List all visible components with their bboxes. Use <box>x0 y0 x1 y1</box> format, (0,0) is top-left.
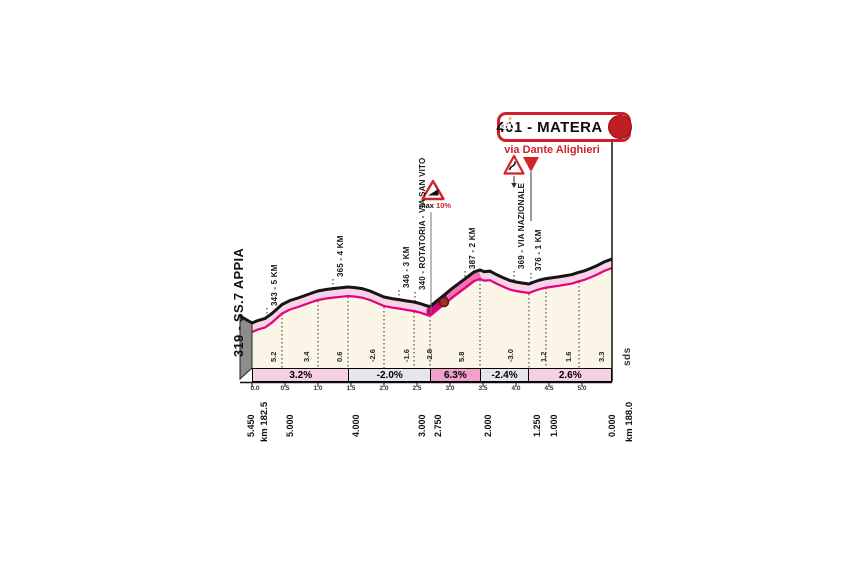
axis-tick-label: 1.0 <box>313 385 323 392</box>
grid-dotted-lines <box>281 280 580 368</box>
axis-tick-label: 0.5 <box>280 385 290 392</box>
segment-gradient-value: 1.6 <box>564 351 573 362</box>
curve-warning-icon <box>503 154 525 175</box>
segment-gradient-value: -2.6 <box>368 349 377 362</box>
segment-gradient-value: 5.2 <box>269 351 278 362</box>
x-axis <box>240 381 612 387</box>
max-gradient-prefix: max <box>418 201 434 210</box>
axis-tick-label: 2.5 <box>412 385 422 392</box>
gradient-band-row: 3.2% -2.0% 6.3% -2.4% 2.6% <box>252 368 612 382</box>
start-block-edge <box>239 314 254 325</box>
segment-gradient-value: -2.8 <box>425 349 434 362</box>
waypoint-label-3km: 346 - 3 KM <box>402 246 411 288</box>
distance-mark-label: 3.000 <box>417 414 427 437</box>
segment-gradient-value: 5.8 <box>457 351 466 362</box>
segment-gradient-value: 1.2 <box>539 351 548 362</box>
segment-gradient-value: -3.0 <box>506 349 515 362</box>
axis-tick-label: 0.0 <box>250 385 260 392</box>
axis-tick-label: 4.5 <box>544 385 554 392</box>
one-km-flag-icon <box>523 157 539 172</box>
finish-banner-label: 401 - MATERA <box>496 118 603 136</box>
gradient-band: 3.2% <box>253 369 349 381</box>
distance-mark-label: 1.250 <box>532 414 542 437</box>
gradient-band: -2.4% <box>479 369 529 381</box>
start-distance-label: 5.450 <box>246 414 256 437</box>
max-gradient-label: max 10% <box>413 201 457 210</box>
segment-gradient-value: 3.3 <box>597 351 606 362</box>
climb-marker-dot <box>438 296 450 308</box>
max-gradient-warning-icon <box>421 179 445 201</box>
waypoint-label-rotatoria: 340 - ROTATORIA - VIA SAN VITO <box>418 157 427 290</box>
waypoint-label-via-nazionale: 369 - VIA NAZIONALE <box>517 182 526 269</box>
distance-mark-label: 2.000 <box>483 414 493 437</box>
waypoint-label-2km: 387 - 2 KM <box>468 227 477 269</box>
start-route-km-label: km 182.5 <box>259 401 270 442</box>
finish-street-label: via Dante Alighieri <box>504 144 600 156</box>
finish-banner: 401 - MATERA <box>496 112 632 142</box>
segment-gradient-value: 3.4 <box>302 351 311 362</box>
curve-warning-pointer-arrow <box>511 183 517 188</box>
waypoint-leader-dots <box>266 271 532 317</box>
distance-mark-label: 5.000 <box>285 414 295 437</box>
gradient-band: -2.0% <box>348 369 430 381</box>
finish-distance-label: 0.000 <box>607 414 617 437</box>
gradient-band: 2.6% <box>528 369 611 381</box>
start-road-label: 319 - SS.7 APPIA <box>231 247 246 357</box>
sds-logo: sds <box>622 347 633 366</box>
waypoint-label-1km: 376 - 1 KM <box>534 229 543 271</box>
axis-tick-label: 1.5 <box>346 385 356 392</box>
waypoint-label-4km: 365 - 4 KM <box>336 235 345 277</box>
distance-mark-label: 2.750 <box>433 414 443 437</box>
gradient-band: 6.3% <box>430 369 480 381</box>
cyclist-icon <box>501 115 632 139</box>
segment-gradient-value: -1.6 <box>402 349 411 362</box>
axis-tick-label: 3.0 <box>445 385 455 392</box>
waypoint-label-5km: 343 - 5 KM <box>270 264 279 306</box>
max-gradient-value: 10% <box>436 201 452 210</box>
axis-tick-label: 4.0 <box>511 385 521 392</box>
axis-tick-label: 3.5 <box>478 385 488 392</box>
segment-gradient-value: 0.6 <box>335 351 344 362</box>
distance-mark-label: 1.000 <box>549 414 559 437</box>
axis-tick-label: 2.0 <box>379 385 389 392</box>
finish-route-km-label: km 188.0 <box>624 401 635 442</box>
axis-tick-label: 5.0 <box>577 385 587 392</box>
distance-mark-label: 4.000 <box>351 414 361 437</box>
